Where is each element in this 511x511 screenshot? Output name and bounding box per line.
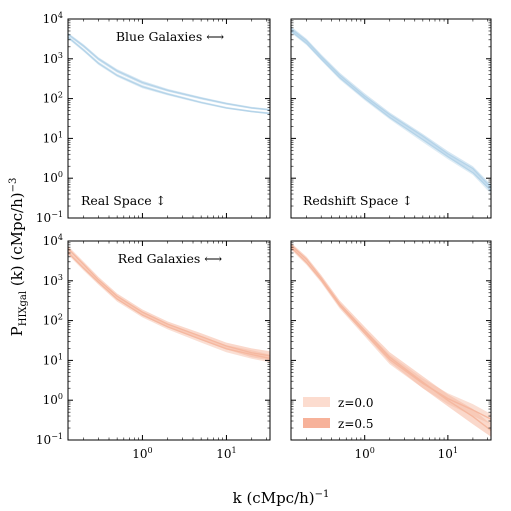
y-tick-label: 100 xyxy=(43,170,63,185)
x-axis-label: k (cMpc/h)−1 xyxy=(233,489,330,507)
y-tick-label: 10−1 xyxy=(36,432,63,447)
panel-frame xyxy=(67,240,271,441)
x-axis-label-main: k (cMpc/h) xyxy=(233,489,315,507)
y-tick-label: 102 xyxy=(43,91,63,106)
y-axis-label: PHIXgal (k) (cMpc/h)−3 xyxy=(8,178,29,337)
panel-data xyxy=(291,242,491,437)
legend-swatch xyxy=(303,418,330,428)
line-z=0.0 xyxy=(68,36,270,115)
band-z=0.5 xyxy=(291,242,491,437)
svg-text:k (cMpc/h)−1: k (cMpc/h)−1 xyxy=(233,489,330,507)
y-tick-label: 102 xyxy=(43,313,63,328)
line-z=0.5 xyxy=(68,33,270,111)
y-axis-label-rest: (k) (cMpc/h) xyxy=(8,192,26,291)
line-z=0.5 xyxy=(68,248,270,357)
x-tick-label: 100 xyxy=(132,446,152,461)
svg-text:PHIXgal (k) (cMpc/h)−3: PHIXgal (k) (cMpc/h)−3 xyxy=(8,178,29,337)
legend-swatch xyxy=(303,397,330,407)
col-label-real: Real Space ↕ xyxy=(81,193,166,208)
panel-red-redshift: 100 101 z=0.0 z=0.5 xyxy=(290,240,492,461)
panel-frame xyxy=(290,18,492,219)
y-tick-label: 101 xyxy=(43,130,63,145)
panels-group: 10−1 100 101 102 103 104 Blue Galaxies ⟷ Real S… xyxy=(36,11,492,461)
panel-frame xyxy=(290,240,492,441)
band-z=0.0 xyxy=(291,29,491,194)
y-tick-label: 104 xyxy=(43,233,63,248)
band-z=0.0 xyxy=(68,35,270,115)
legend-label: z=0.0 xyxy=(338,396,373,410)
band-z=0.0 xyxy=(291,244,491,425)
panel-blue-real: 10−1 100 101 102 103 104 Blue Galaxies ⟷ Real S… xyxy=(36,11,271,225)
line-z=0.0 xyxy=(68,252,270,360)
y-tick-label: 103 xyxy=(43,273,63,288)
panel-blue-redshift: Redshift Space ↕ xyxy=(290,18,492,219)
panel-data xyxy=(68,246,270,363)
y-axis-label-main: P xyxy=(8,326,26,336)
row-label-red: Red Galaxies ⟷ xyxy=(118,251,223,266)
line-z=0.5 xyxy=(291,28,491,188)
line-z=0.5 xyxy=(291,244,491,432)
panel-data xyxy=(68,32,270,115)
col-label-redshift: Redshift Space ↕ xyxy=(303,193,413,208)
y-tick-label: 103 xyxy=(43,51,63,66)
y-tick-label: 10−1 xyxy=(36,210,63,225)
panel-red-real: 10−1 100 101 102 103 104 100 101 Red Galaxies ⟷ xyxy=(36,233,271,461)
y-axis-label-subscript: HIXgal xyxy=(18,291,29,326)
legend-label: z=0.5 xyxy=(338,417,373,431)
y-tick-label: 104 xyxy=(43,11,63,26)
x-tick-label: 100 xyxy=(355,446,375,461)
y-tick-label: 101 xyxy=(43,352,63,367)
x-tick-label: 101 xyxy=(216,446,236,461)
band-z=0.5 xyxy=(68,32,270,111)
band-z=0.5 xyxy=(68,246,270,361)
x-tick-label: 101 xyxy=(438,446,458,461)
line-z=0.0 xyxy=(291,30,491,191)
panel-data xyxy=(291,26,491,194)
y-tick-label: 100 xyxy=(43,392,63,407)
line-z=0.0 xyxy=(291,246,491,420)
legend: z=0.0 z=0.5 xyxy=(303,396,373,431)
panel-frame xyxy=(67,18,271,219)
y-axis-label-exponent: −3 xyxy=(8,178,19,193)
band-z=0.0 xyxy=(68,250,270,363)
x-axis-label-exponent: −1 xyxy=(315,489,330,500)
row-label-blue: Blue Galaxies ⟷ xyxy=(116,29,224,44)
